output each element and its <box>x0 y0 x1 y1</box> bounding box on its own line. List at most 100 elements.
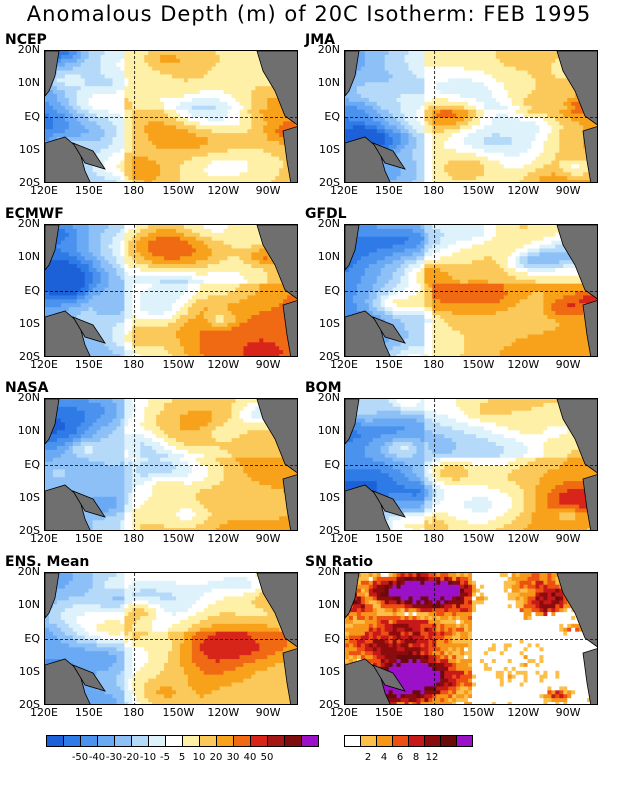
field-cell <box>191 236 197 242</box>
field-cell <box>152 117 157 122</box>
field-cell <box>539 101 544 107</box>
field-cell <box>100 58 106 64</box>
field-cell <box>559 101 564 107</box>
field-cell <box>444 164 449 169</box>
field-cell <box>239 66 244 72</box>
field-cell <box>392 129 398 134</box>
field-cell <box>247 121 252 126</box>
field-cell <box>108 133 113 138</box>
field-cell <box>531 101 536 107</box>
field-cell <box>251 160 256 165</box>
field-cell <box>384 74 390 79</box>
field-cell <box>136 121 141 126</box>
field-cell <box>460 137 465 142</box>
field-cell <box>360 109 366 115</box>
field-cell <box>535 105 540 111</box>
field-cell <box>444 101 449 107</box>
field-cell <box>483 78 489 83</box>
field-cell <box>388 94 394 99</box>
field-cell <box>64 236 70 242</box>
field-cell <box>460 156 465 162</box>
field-cell <box>239 129 244 134</box>
field-cell <box>555 117 560 122</box>
field-cell <box>372 94 378 99</box>
field-cell <box>152 164 157 169</box>
field-cell <box>444 109 449 115</box>
field-cell <box>499 86 505 91</box>
field-cell <box>72 70 78 75</box>
field-cell <box>219 168 225 173</box>
field-cell <box>420 148 425 154</box>
field-cell <box>112 232 117 238</box>
field-cell <box>168 240 173 246</box>
field-cell <box>175 66 181 72</box>
field-cell <box>535 172 540 177</box>
field-cell <box>96 62 102 68</box>
land-mass <box>372 142 406 170</box>
field-cell <box>583 180 588 182</box>
field-cell <box>76 232 82 238</box>
field-cell <box>100 137 106 142</box>
field-cell <box>579 129 584 134</box>
field-cell <box>195 248 201 253</box>
field-cell <box>360 129 366 134</box>
field-cell <box>92 256 98 261</box>
field-cell <box>136 228 141 234</box>
field-cell <box>551 152 556 158</box>
field-cell <box>456 101 461 107</box>
field-cell <box>160 244 165 249</box>
field-cell <box>279 160 284 165</box>
field-cell <box>251 240 256 246</box>
field-cell <box>203 51 209 56</box>
field-cell <box>144 252 149 257</box>
field-cell <box>247 180 252 182</box>
field-cell <box>235 86 240 91</box>
field-cell <box>436 117 441 122</box>
field-cell <box>223 109 229 115</box>
field-cell <box>424 97 429 103</box>
field-cell <box>64 94 70 99</box>
field-cell <box>88 180 94 182</box>
field-cell <box>503 51 509 56</box>
land-mass <box>45 51 60 97</box>
field-cell <box>140 164 145 169</box>
field-cell <box>68 125 74 130</box>
field-cell <box>259 133 264 138</box>
field-cell <box>440 129 445 134</box>
field-cell <box>555 66 560 72</box>
field-cell <box>56 105 62 111</box>
field-cell <box>96 117 102 122</box>
field-cell <box>464 54 469 60</box>
field-cell <box>460 144 465 150</box>
field-cell <box>287 121 292 126</box>
field-cell <box>116 244 121 249</box>
field-cell <box>472 121 477 126</box>
field-cell <box>384 144 390 150</box>
field-cell <box>255 252 260 257</box>
field-cell <box>144 228 149 234</box>
field-cell <box>211 66 217 72</box>
field-cell <box>440 152 445 158</box>
field-cell <box>160 240 165 246</box>
field-cell <box>239 74 244 79</box>
field-cell <box>187 113 193 118</box>
field-cell <box>168 94 173 99</box>
field-cell <box>160 51 165 56</box>
field-cell <box>183 244 189 249</box>
field-cell <box>563 117 568 122</box>
field-cell <box>255 54 260 60</box>
field-cell <box>440 148 445 154</box>
field-cell <box>543 121 548 126</box>
field-cell <box>104 90 109 95</box>
field-cell <box>156 144 161 150</box>
field-cell <box>219 66 225 72</box>
field-cell <box>579 117 584 122</box>
field-cell <box>215 152 221 158</box>
field-cell <box>116 133 121 138</box>
field-cell <box>140 232 145 238</box>
field-cell <box>424 176 429 181</box>
field-cell <box>247 156 252 162</box>
field-cell <box>235 168 240 173</box>
field-cell <box>571 101 576 107</box>
field-cell <box>267 97 272 103</box>
